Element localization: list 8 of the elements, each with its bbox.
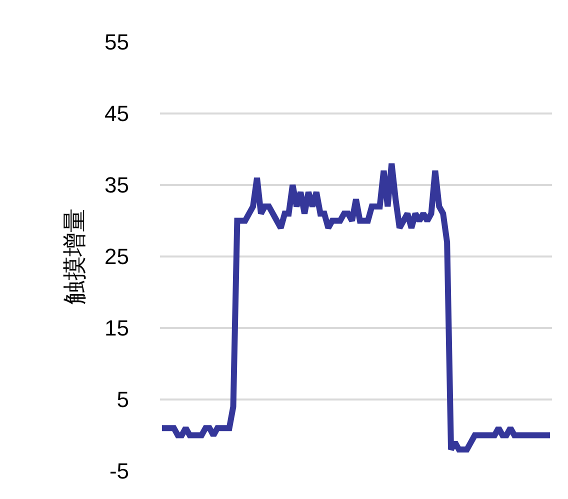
y-tick-label: 55 [104,30,129,55]
y-tick-label: 45 [104,101,129,126]
y-tick-label: 25 [104,244,129,270]
y-tick-label: 35 [104,172,129,198]
y-tick-label: 15 [104,316,129,341]
y-axis-title: 触摸增量 [62,208,89,304]
y-tick-label: 5 [116,387,129,412]
y-tick-label: -5 [109,458,129,484]
